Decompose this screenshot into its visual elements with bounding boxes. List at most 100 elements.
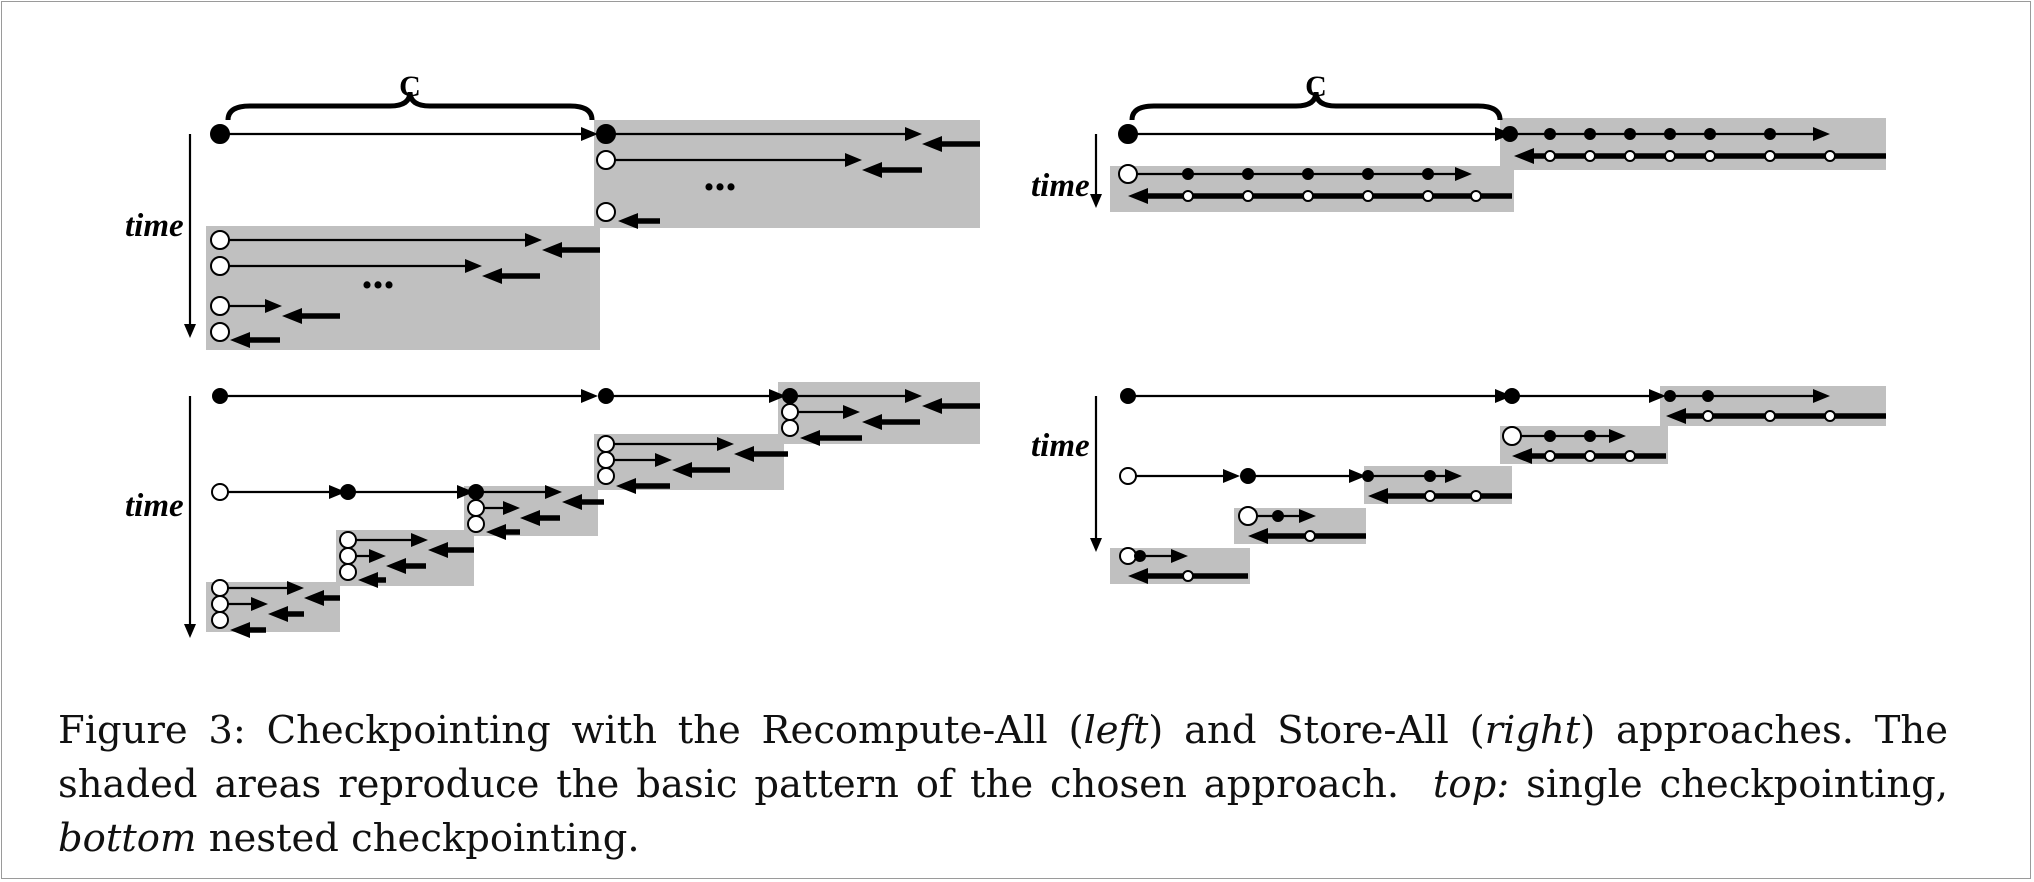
checkpoint-open-208 <box>1470 490 1482 502</box>
checkpoint-open-134 <box>467 515 485 533</box>
fwd-head-144 <box>369 549 386 563</box>
caption-text: ) and Store-All ( <box>1148 708 1485 753</box>
rev-head-101 <box>862 414 882 430</box>
checkpoint-filled-66 <box>1302 168 1314 180</box>
ellipsis-bottom: ... <box>362 249 395 298</box>
checkpoint-open-63 <box>1118 164 1138 184</box>
checkpoint-open-97 <box>781 403 799 421</box>
time-label-bottom-right: time <box>1031 428 1090 464</box>
checkpoint-filled-172 <box>1120 388 1136 404</box>
caption-line-1: Figure 3: Checkpointing with the Recompu… <box>58 704 1948 758</box>
fwd-head-107 <box>717 437 734 451</box>
checkpoint-filled-179 <box>1664 390 1676 402</box>
checkpoint-filled-186 <box>1544 430 1556 442</box>
rev-head-55 <box>1514 148 1534 164</box>
fwd-head-14 <box>845 153 862 167</box>
caption-bottom-term: bottom <box>58 816 197 861</box>
checkpoint-open-183 <box>1764 410 1776 422</box>
fwd-head-169 <box>1495 389 1512 403</box>
rev-head-72 <box>1128 188 1148 204</box>
time-label-top-left: time <box>125 208 184 244</box>
checkpoint-open-192 <box>1544 450 1556 462</box>
checkpoint-open-216 <box>1119 547 1137 565</box>
checkpointing-figure: C C time time time time ... ... <box>125 70 1886 638</box>
time-label-top-right: time <box>1031 168 1090 204</box>
fwd-head-3 <box>581 127 598 141</box>
checkpoint-open-35 <box>210 322 230 342</box>
caption-left-term: left <box>1083 708 1149 753</box>
fwd-head-99 <box>843 405 860 419</box>
checkpoint-filled-217 <box>1134 550 1146 562</box>
fwd-head-157 <box>251 597 268 611</box>
ellipsis-top: ... <box>704 151 737 200</box>
shade-1 <box>594 120 980 228</box>
checkpoint-open-147 <box>339 563 357 581</box>
checkpoint-filled-89 <box>598 388 614 404</box>
checkpoint-filled-201 <box>1424 470 1436 482</box>
shade-82 <box>594 434 784 490</box>
checkpoint-filled-176 <box>1702 390 1714 402</box>
rev-head-29 <box>482 268 502 284</box>
c-label-left: C <box>399 70 421 103</box>
rev-head-181 <box>1666 408 1686 424</box>
fwd-head-189 <box>1609 429 1626 443</box>
rev-head-162 <box>230 622 250 638</box>
checkpoint-filled-7 <box>596 124 616 144</box>
rev-head-146 <box>386 558 406 574</box>
checkpoint-open-215 <box>1304 530 1316 542</box>
caption-text: shaded areas reproduce the basic pattern… <box>58 762 1400 807</box>
time-head-5 <box>184 324 196 338</box>
figure-caption: Figure 3: Checkpointing with the Recompu… <box>58 704 1948 866</box>
checkpoint-open-61 <box>1764 150 1776 162</box>
checkpoint-open-75 <box>1302 190 1314 202</box>
fwd-head-92 <box>769 389 786 403</box>
checkpoint-filled-65 <box>1242 168 1254 180</box>
checkpoint-filled-173 <box>1504 388 1520 404</box>
fwd-head-9 <box>905 127 922 141</box>
checkpoint-open-59 <box>1664 150 1676 162</box>
fwd-head-53 <box>1813 127 1830 141</box>
fwd-head-139 <box>411 533 428 547</box>
checkpoint-filled-47 <box>1584 128 1596 140</box>
checkpoint-open-57 <box>1584 150 1596 162</box>
checkpoint-open-160 <box>211 611 229 629</box>
checkpoint-open-105 <box>597 435 615 453</box>
fwd-head-32 <box>265 299 282 313</box>
checkpoint-open-62 <box>1824 150 1836 162</box>
rev-head-96 <box>922 398 942 414</box>
checkpoint-open-195 <box>1119 467 1137 485</box>
checkpoint-filled-48 <box>1624 128 1636 140</box>
checkpoint-filled-90 <box>782 388 798 404</box>
time-head-43 <box>1090 194 1102 208</box>
shade-0 <box>206 226 600 350</box>
fwd-head-200 <box>1349 469 1366 483</box>
shade-39 <box>1500 118 1886 170</box>
checkpoint-filled-45 <box>1502 126 1518 142</box>
rev-head-24 <box>542 242 562 258</box>
checkpoint-open-115 <box>597 467 615 485</box>
rev-head-104 <box>800 430 820 446</box>
checkpoint-open-194 <box>1624 450 1636 462</box>
checkpoint-open-77 <box>1422 190 1434 202</box>
fwd-head-22 <box>525 233 542 247</box>
checkpoint-filled-210 <box>1272 510 1284 522</box>
checkpoint-open-184 <box>1824 410 1836 422</box>
checkpoint-filled-46 <box>1544 128 1556 140</box>
checkpoint-filled-6 <box>210 124 230 144</box>
rev-head-221 <box>1128 568 1148 584</box>
fwd-head-123 <box>457 485 474 499</box>
checkpoint-open-74 <box>1242 190 1254 202</box>
fwd-head-85 <box>581 389 598 403</box>
rev-head-11 <box>922 136 942 152</box>
checkpoint-open-155 <box>211 595 229 613</box>
rev-head-149 <box>358 572 378 588</box>
checkpoint-open-129 <box>467 499 485 517</box>
rev-head-128 <box>562 494 582 510</box>
checkpoint-nodes <box>210 124 1836 629</box>
c-label-right: C <box>1305 70 1327 103</box>
checkpoint-filled-204 <box>1362 470 1374 482</box>
fwd-head-203 <box>1445 469 1462 483</box>
fwd-head-126 <box>545 485 562 499</box>
brace-right <box>1129 91 1503 121</box>
fwd-head-219 <box>1171 549 1188 563</box>
